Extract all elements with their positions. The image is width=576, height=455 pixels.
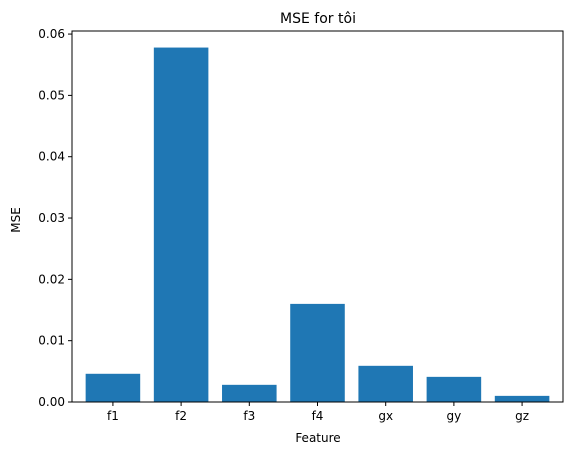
x-tick-label: gx [378,409,393,423]
x-tick-label: gz [515,409,529,423]
plot-frame [71,30,564,403]
bars-group [85,47,550,402]
x-tick-label: f4 [312,409,324,423]
chart-title: MSE for tôi [280,11,356,27]
bar-f1 [85,373,141,402]
bar-gy [426,376,482,402]
x-axis-ticks: f1 f2 f3 f4 gx gy gz [107,402,529,423]
y-tick-label: 0.06 [38,27,65,41]
x-tick-label: f1 [107,409,119,423]
y-tick-label: 0.00 [38,395,65,409]
x-tick-label: f3 [243,409,255,423]
y-axis-ticks: 0.00 0.01 0.02 0.03 0.04 0.05 0.06 [38,27,72,409]
y-axis-label: MSE [9,207,23,233]
x-tick-label: gy [447,409,462,423]
y-tick-label: 0.02 [38,272,65,286]
bar-gz [494,395,550,402]
x-axis-label: Feature [295,431,340,445]
y-tick-label: 0.01 [38,334,65,348]
x-tick-label: f2 [175,409,187,423]
y-tick-label: 0.03 [38,211,65,225]
bar-f3 [222,384,277,402]
bar-gx [358,365,413,402]
y-tick-label: 0.04 [38,150,65,164]
bar-f4 [290,303,345,402]
bar-f2 [153,47,209,402]
y-tick-label: 0.05 [38,88,65,102]
